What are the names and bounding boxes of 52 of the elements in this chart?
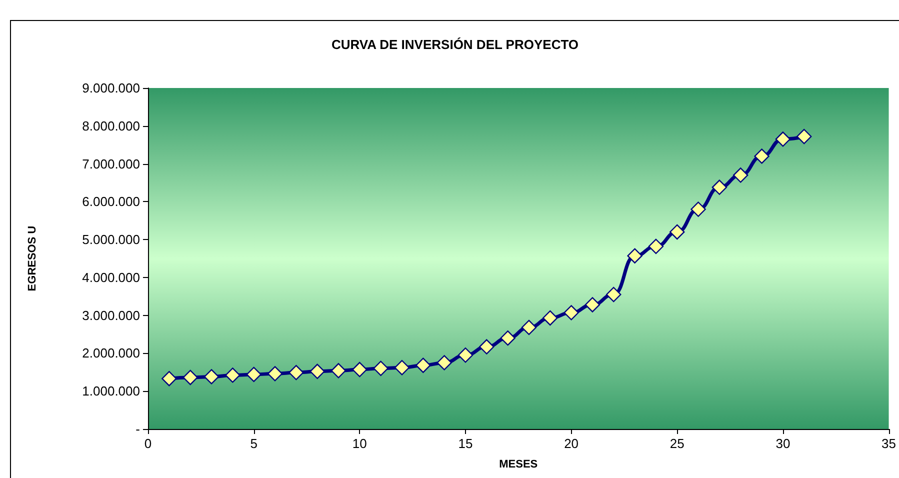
point — [733, 168, 748, 183]
chart-title: CURVA DE INVERSIÓN DEL PROYECTO — [331, 37, 579, 52]
x-tick-label: 0 — [144, 436, 152, 451]
point — [394, 360, 410, 376]
point — [373, 360, 388, 376]
point — [310, 364, 325, 380]
point — [288, 364, 304, 380]
x-tick-label: 20 — [564, 436, 579, 451]
x-tick-label: 30 — [776, 436, 790, 451]
point — [416, 358, 431, 373]
point — [564, 305, 579, 320]
y-tick-label: 6.000.000 — [82, 194, 140, 210]
point — [182, 370, 198, 386]
point — [500, 330, 516, 346]
y-axis-title: EGRESOS U — [26, 226, 38, 292]
x-tick-label: 25 — [670, 436, 684, 451]
y-tick-label: 4.000.000 — [82, 270, 140, 285]
y-tick-label: 2.000.000 — [82, 346, 140, 361]
point — [225, 368, 240, 383]
point — [436, 355, 452, 370]
x-tick-label: 10 — [352, 436, 367, 451]
point — [754, 148, 770, 164]
y-tick-label: 5.000.000 — [82, 232, 140, 248]
point — [162, 371, 177, 386]
y-tick-label: 1.000.000 — [82, 384, 140, 399]
point — [627, 248, 642, 264]
y-tick-label: 9.000.000 — [82, 80, 140, 96]
point — [521, 320, 537, 336]
point — [584, 297, 600, 312]
point — [479, 339, 494, 354]
x-tick-label: 35 — [882, 436, 896, 451]
point — [796, 128, 812, 144]
y-tick-label: 7.000.000 — [82, 156, 140, 172]
point — [330, 363, 346, 378]
point — [606, 286, 622, 302]
y-tick-label: 8.000.000 — [82, 118, 140, 134]
point — [204, 369, 220, 384]
point — [690, 202, 706, 217]
point — [246, 366, 262, 382]
point — [648, 238, 664, 254]
y-tick-label: 3.000.000 — [82, 308, 140, 323]
point — [352, 362, 368, 378]
point — [267, 366, 283, 382]
point — [670, 224, 685, 240]
point — [712, 180, 728, 195]
point — [458, 348, 474, 363]
y-tick-label: - — [136, 422, 140, 436]
point — [775, 132, 791, 147]
point — [542, 310, 558, 326]
x-axis-title: MESES — [499, 458, 538, 470]
x-tick-label: 5 — [250, 436, 258, 451]
x-tick-label: 15 — [458, 436, 473, 451]
